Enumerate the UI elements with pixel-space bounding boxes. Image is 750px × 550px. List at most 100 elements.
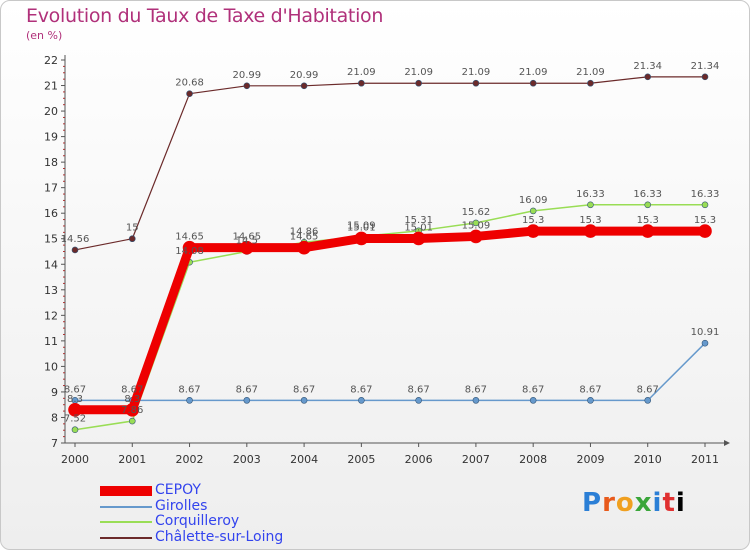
y-tick-label: 17 [44,182,58,195]
data-point [529,79,537,87]
data-point [358,79,365,87]
data-label: 8.67 [408,384,430,395]
logo-letter: o [615,488,635,518]
data-label: 14.65 [175,232,204,243]
data-label: 7.86 [121,405,143,416]
data-point [186,90,193,98]
x-tick-label: 2008 [519,453,547,466]
data-point [526,224,540,238]
data-point [472,79,480,87]
data-point [297,240,311,255]
data-label: 8.67 [293,384,315,395]
y-tick-label: 22 [44,54,58,67]
data-label: 15.3 [637,215,659,226]
x-axis-arrow [724,440,730,446]
y-tick-label: 11 [44,335,58,348]
data-label: 8.3 [124,394,140,405]
series-line [70,226,710,415]
data-label: 20.99 [232,70,261,81]
y-tick-label: 21 [44,80,58,93]
y-tick-label: 16 [44,207,58,220]
data-point [354,231,369,246]
data-point [644,73,652,81]
data-point [71,246,79,254]
data-label: 15.3 [522,215,544,226]
data-point [644,201,652,209]
data-label: 16.33 [633,189,662,200]
chart-unit-label: (en %) [26,29,63,42]
data-point [358,397,365,404]
data-point [587,201,594,209]
data-point [640,224,655,238]
data-point [529,397,537,404]
legend-label: Châlette-sur-Loing [155,528,284,545]
data-point [300,82,308,90]
data-point [472,397,480,404]
x-tick-label: 2009 [576,453,604,466]
data-point [240,240,254,255]
data-point [182,240,197,255]
y-tick-label: 10 [44,360,58,373]
data-label: 16.09 [519,195,548,206]
data-label: 15.62 [462,207,491,218]
series-line [74,204,706,431]
y-tick-label: 18 [44,156,58,169]
data-label: 8.67 [579,384,601,395]
x-tick-label: 2011 [691,453,719,466]
data-label: 14.65 [232,232,261,243]
data-point [701,339,709,347]
data-label: 21.09 [519,67,548,78]
legend-swatch [100,521,152,523]
x-tick-label: 2002 [176,453,204,466]
data-point [583,224,598,238]
data-label: 20.68 [175,78,204,89]
data-label: 7.52 [64,414,86,425]
data-point [300,397,308,404]
data-point [186,397,193,404]
data-label: 15.09 [347,220,376,231]
data-point [68,403,82,417]
data-label: 15.01 [347,222,376,233]
logo-letter: i [652,488,663,518]
data-point [469,229,483,244]
data-label: 16.33 [691,189,720,200]
legend-swatch [100,536,152,539]
data-point [243,82,251,90]
x-tick-label: 2001 [118,453,146,466]
data-point [472,219,480,227]
data-point [529,207,537,215]
x-tick-label: 2004 [290,453,318,466]
data-label: 14.5 [236,236,258,247]
data-label: 8.3 [67,394,83,405]
data-point [415,79,422,87]
data-point [701,73,709,81]
logo-letter: t [662,488,676,518]
data-label: 21.09 [462,67,491,78]
y-tick-label: 19 [44,131,58,144]
y-tick-label: 9 [51,386,58,399]
data-label: 8.67 [64,384,86,395]
data-label: 8.67 [236,384,258,395]
y-tick-label: 8 [51,411,58,424]
logo-letter: i [675,488,686,518]
series-line [74,342,706,402]
x-tick-label: 2007 [462,453,490,466]
logo-letter: r [602,488,616,518]
legend-swatch [100,486,152,496]
y-tick-label: 13 [44,284,58,297]
legend-label: CEPOY [155,482,201,498]
data-point [71,426,79,434]
legend-label: Corquilleroy [155,513,240,529]
data-point [587,79,594,87]
data-label: 15.09 [462,220,491,231]
logo-letter: x [634,488,653,518]
data-label: 14.56 [61,234,90,245]
y-tick-label: 7 [51,437,58,450]
x-tick-label: 2003 [233,453,261,466]
data-point [125,403,140,417]
legend-swatch [100,505,152,508]
data-point [698,224,712,238]
data-label: 20.99 [290,70,319,81]
data-label: 14.08 [175,246,204,257]
